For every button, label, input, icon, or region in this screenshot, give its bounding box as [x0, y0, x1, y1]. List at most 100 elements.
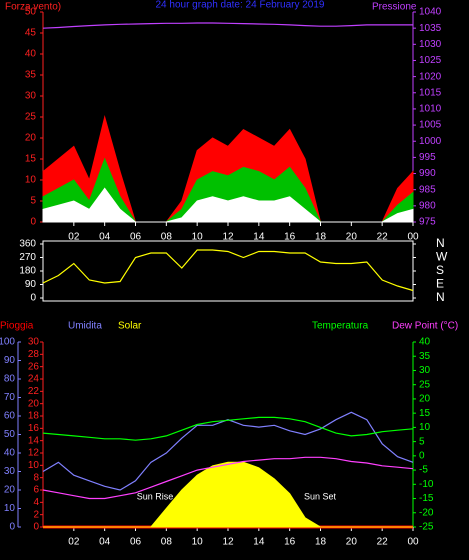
- y-axis-label: Forza vento): [5, 2, 61, 13]
- tick-label: -25: [419, 522, 434, 533]
- tick-label: 60: [4, 411, 16, 422]
- tick-label: 10: [28, 460, 40, 471]
- x-tick-label: 02: [68, 537, 80, 548]
- tick-label: -15: [419, 493, 434, 504]
- tick-label: 70: [4, 392, 16, 403]
- tick-label: 28: [28, 349, 40, 360]
- tick-label: 1010: [419, 104, 442, 115]
- x-tick-label: 12: [222, 232, 234, 243]
- tick-label: 15: [25, 154, 37, 165]
- tick-label: 22: [28, 386, 40, 397]
- x-tick-label: 06: [130, 537, 142, 548]
- tick-label: 990: [419, 168, 436, 179]
- tick-label: 40: [419, 337, 431, 348]
- legend-label: Temperatura: [312, 321, 369, 332]
- x-tick-label: 04: [99, 537, 111, 548]
- tick-label: 180: [19, 266, 36, 277]
- tick-label: 20: [419, 394, 431, 405]
- annotation: Sun Rise: [137, 491, 174, 501]
- tick-label: S: [436, 263, 444, 277]
- x-tick-label: 16: [284, 232, 296, 243]
- tick-label: 25: [419, 379, 431, 390]
- tick-label: 985: [419, 184, 436, 195]
- tick-label: 14: [28, 435, 40, 446]
- annotation: Sun Set: [304, 491, 337, 501]
- tick-label: 995: [419, 152, 436, 163]
- tick-label: 8: [33, 472, 39, 483]
- tick-label: 90: [25, 279, 37, 290]
- x-tick-label: 16: [284, 537, 296, 548]
- tick-label: 1015: [419, 87, 442, 98]
- tick-label: 30: [25, 91, 37, 102]
- tick-label: 1025: [419, 55, 442, 66]
- x-tick-label: 08: [161, 232, 173, 243]
- tick-label: 0: [33, 522, 39, 533]
- legend-label: Dew Point (°C): [392, 321, 458, 332]
- area: [42, 187, 414, 223]
- tick-label: 0: [30, 217, 36, 228]
- tick-label: 80: [4, 374, 16, 385]
- legend-label: Pioggia: [0, 321, 34, 332]
- tick-label: -10: [419, 479, 434, 490]
- x-tick-label: 14: [253, 537, 265, 548]
- x-tick-label: 12: [222, 537, 234, 548]
- tick-label: 6: [33, 485, 39, 496]
- y2-axis-label: Pressione: [372, 2, 417, 13]
- tick-label: 980: [419, 200, 436, 211]
- tick-label: 20: [4, 485, 16, 496]
- x-tick-label: 00: [407, 537, 419, 548]
- area: [42, 115, 414, 223]
- tick-label: 5: [30, 196, 36, 207]
- tick-label: 30: [419, 365, 431, 376]
- tick-label: 270: [19, 252, 36, 263]
- tick-label: 20: [28, 398, 40, 409]
- line: [42, 416, 414, 441]
- tick-label: -20: [419, 507, 434, 518]
- x-tick-label: 22: [377, 537, 389, 548]
- area: [43, 461, 413, 528]
- tick-label: 0: [30, 293, 36, 304]
- tick-label: 40: [25, 49, 37, 60]
- x-tick-label: 00: [407, 232, 419, 243]
- tick-label: 50: [25, 7, 37, 18]
- tick-label: 1030: [419, 39, 442, 50]
- chart-title: 24 hour graph date: 24 February 2019: [155, 0, 324, 11]
- tick-label: 1035: [419, 23, 442, 34]
- tick-label: 1000: [419, 136, 442, 147]
- tick-label: 360: [19, 239, 36, 250]
- x-tick-label: 18: [315, 232, 327, 243]
- tick-label: 0: [419, 450, 425, 461]
- line: [42, 249, 414, 292]
- area: [42, 157, 414, 223]
- x-tick-label: 20: [346, 232, 358, 243]
- tick-label: 26: [28, 361, 40, 372]
- tick-label: 10: [25, 175, 37, 186]
- x-tick-label: 06: [130, 232, 142, 243]
- tick-label: -5: [419, 465, 428, 476]
- tick-label: 1005: [419, 120, 442, 131]
- x-tick-label: 18: [315, 537, 327, 548]
- tick-label: 1040: [419, 7, 442, 18]
- tick-label: 30: [4, 466, 16, 477]
- legend-label: Umidita: [68, 321, 102, 332]
- tick-label: 40: [4, 448, 16, 459]
- tick-label: 24: [28, 374, 40, 385]
- x-tick-label: 14: [253, 232, 265, 243]
- tick-label: 1020: [419, 71, 442, 82]
- tick-label: W: [436, 250, 448, 264]
- tick-label: 2: [33, 509, 39, 520]
- x-tick-label: 22: [377, 232, 389, 243]
- tick-label: 30: [28, 337, 40, 348]
- tick-label: 35: [419, 351, 431, 362]
- tick-label: 16: [28, 423, 40, 434]
- tick-label: 50: [4, 429, 16, 440]
- x-tick-label: 10: [192, 537, 204, 548]
- tick-label: 10: [419, 422, 431, 433]
- tick-label: N: [436, 236, 445, 250]
- x-tick-label: 08: [161, 537, 173, 548]
- tick-label: 25: [25, 112, 37, 123]
- x-tick-label: 10: [192, 232, 204, 243]
- tick-label: 4: [33, 497, 39, 508]
- line: [42, 456, 414, 500]
